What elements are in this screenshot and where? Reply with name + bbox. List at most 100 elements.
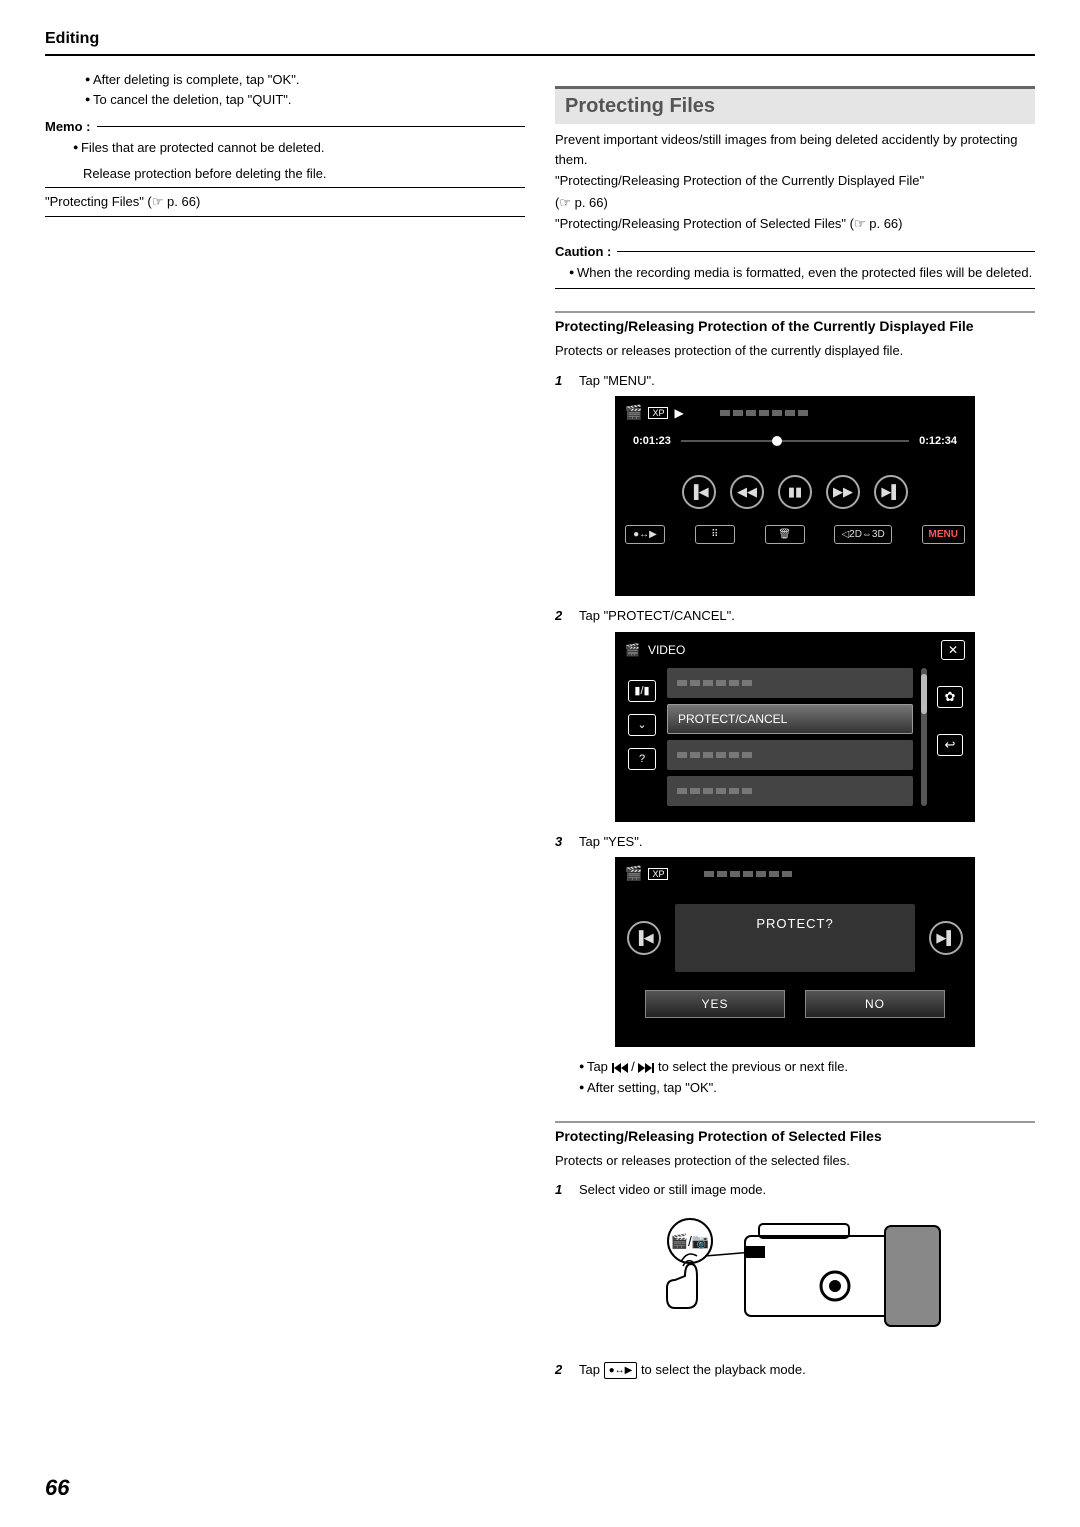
mode-btn: ●↔▶ [625, 525, 665, 544]
memo-bullet: Files that are protected cannot be delet… [73, 138, 525, 158]
ref-rule [45, 216, 525, 217]
sub2-title: Protecting/Releasing Protection of Selec… [555, 1127, 1035, 1145]
yes-button: YES [645, 990, 785, 1018]
s2-step-1-num: 1 [555, 1180, 579, 1200]
menu-row-1 [667, 668, 913, 698]
video-icon-2: 🎬 [625, 643, 640, 657]
left-bullets: After deleting is complete, tap "OK". To… [45, 70, 525, 109]
sub1-intro: Protects or releases protection of the c… [555, 341, 1035, 361]
step-3: 3 Tap "YES". [555, 832, 1035, 852]
s2-step-1-text: Select video or still image mode. [579, 1180, 1035, 1200]
step3-sub-bullets: Tap / to select the previous or next fil… [555, 1057, 1035, 1099]
video-label: VIDEO [648, 643, 685, 657]
back-icon: ↩ [937, 734, 963, 756]
memo-label: Memo : [45, 119, 91, 134]
right-side-buttons: ✿ ↩ [935, 668, 965, 806]
protect-cancel-row: PROTECT/CANCEL [667, 704, 913, 734]
intro-text: Prevent important videos/still images fr… [555, 130, 1035, 169]
step-1-num: 1 [555, 371, 579, 391]
memo-body: Files that are protected cannot be delet… [45, 138, 525, 183]
time-right: 0:12:34 [919, 435, 957, 447]
video-icon: 🎬 [625, 404, 642, 421]
xp-badge-3: XP [648, 868, 668, 880]
progress-dot [772, 436, 782, 446]
2d3d-btn: ◁2D⇔3D [834, 525, 891, 544]
section-title: Protecting Files [565, 95, 1025, 118]
memo-heading: Memo : [45, 119, 525, 134]
memo-rule [45, 187, 525, 188]
camera-illustration: 🎬/📷 [635, 1206, 955, 1346]
s2-step-2-num: 2 [555, 1360, 579, 1380]
s2-step-2-text: Tap ●↔▶ to select the playback mode. [579, 1360, 1035, 1380]
caution-bullet: When the recording media is formatted, e… [569, 263, 1035, 283]
rewind-icon: ◀◀ [730, 475, 764, 509]
left-bullet-1: After deleting is complete, tap "OK". [85, 70, 525, 90]
menu-btn: MENU [922, 525, 965, 544]
step-2: 2 Tap "PROTECT/CANCEL". [555, 606, 1035, 626]
step-1-text: Tap "MENU". [579, 371, 1035, 391]
bottom-buttons: ●↔▶ ⠿ 🗑 ◁2D⇔3D MENU [615, 519, 975, 554]
next-inline-icon [638, 1063, 654, 1073]
help-icon: ? [628, 748, 656, 770]
screenshot-1: 🎬 XP ▶ 0:01:23 0:12:34 ▐◀ ◀◀ ▮▮ ▶▶ ▶▌ ●↔… [615, 396, 975, 596]
grid-btn: ⠿ [695, 525, 735, 544]
page-header: Editing [45, 30, 1035, 48]
ref1-page: (☞ p. 66) [555, 193, 1035, 213]
step-2-text: Tap "PROTECT/CANCEL". [579, 606, 1035, 626]
scroll-thumb [921, 674, 927, 714]
ref1: "Protecting/Releasing Protection of the … [555, 171, 1035, 191]
close-icon: ✕ [941, 640, 965, 660]
header-rule [45, 54, 1035, 56]
caution-rule [555, 288, 1035, 289]
caution-line [617, 251, 1035, 252]
memo-line [97, 126, 526, 127]
skip-next-icon: ▶▌ [874, 475, 908, 509]
step-3-text: Tap "YES". [579, 832, 1035, 852]
menu-row-3 [667, 740, 913, 770]
down-icon: ⌄ [628, 714, 656, 736]
caution-label: Caution : [555, 244, 611, 259]
gear-icon: ✿ [937, 686, 963, 708]
play-icon: ▶ [674, 406, 683, 420]
left-side-buttons: ▮/▮ ⌄ ? [625, 668, 659, 806]
memo-bullets: Files that are protected cannot be delet… [55, 138, 525, 158]
forward-icon: ▶▶ [826, 475, 860, 509]
step3-bullet-2: After setting, tap "OK". [579, 1078, 1035, 1099]
protect-prompt: PROTECT? [675, 904, 915, 972]
top-bars [720, 410, 808, 416]
s2-step-2: 2 Tap ●↔▶ to select the playback mode. [555, 1360, 1035, 1380]
left-bullet-2: To cancel the deletion, tap "QUIT". [85, 90, 525, 110]
ref2: "Protecting/Releasing Protection of Sele… [555, 214, 1035, 234]
playback-controls: ▐◀ ◀◀ ▮▮ ▶▶ ▶▌ [615, 457, 975, 519]
section-bar: Protecting Files [555, 86, 1035, 124]
sub2-bar: Protecting/Releasing Protection of Selec… [555, 1121, 1035, 1145]
two-column-layout: After deleting is complete, tap "OK". To… [45, 70, 1035, 1385]
no-button: NO [805, 990, 945, 1018]
caution-bullets: When the recording media is formatted, e… [555, 263, 1035, 283]
prev-inline-icon [612, 1063, 628, 1073]
sub1-bar: Protecting/Releasing Protection of the C… [555, 311, 1035, 335]
step-2-num: 2 [555, 606, 579, 626]
step-3-num: 3 [555, 832, 579, 852]
right-column: Protecting Files Prevent important video… [555, 70, 1035, 1385]
skip-prev-icon: ▐◀ [682, 475, 716, 509]
protect-ref: "Protecting Files" (☞ p. 66) [45, 192, 525, 212]
svg-text:🎬/📷: 🎬/📷 [671, 1233, 710, 1250]
xp-badge: XP [648, 407, 668, 419]
screenshot-3: 🎬 XP ▐◀ PROTECT? ▶▌ YES NO [615, 857, 975, 1047]
screenshot-2: 🎬 VIDEO ✕ ▮/▮ ⌄ ? PROTECT/CANCEL ✿ [615, 632, 975, 822]
next-file-icon: ▶▌ [929, 921, 963, 955]
memo-subtext: Release protection before deleting the f… [55, 164, 525, 184]
playback-mode-icon: ●↔▶ [604, 1362, 638, 1379]
left-column: After deleting is complete, tap "OK". To… [45, 70, 525, 1385]
top-bars-3 [704, 871, 792, 877]
s2-step-1: 1 Select video or still image mode. [555, 1180, 1035, 1200]
page-number: 66 [45, 1475, 69, 1501]
video-icon-3: 🎬 [625, 865, 642, 882]
prev-file-icon: ▐◀ [627, 921, 661, 955]
trash-btn: 🗑 [765, 525, 805, 544]
progress-track [681, 440, 909, 442]
pause-icon: ▮▮ [778, 475, 812, 509]
step3-bullet-1: Tap / to select the previous or next fil… [579, 1057, 1035, 1078]
scrollbar [921, 668, 927, 806]
